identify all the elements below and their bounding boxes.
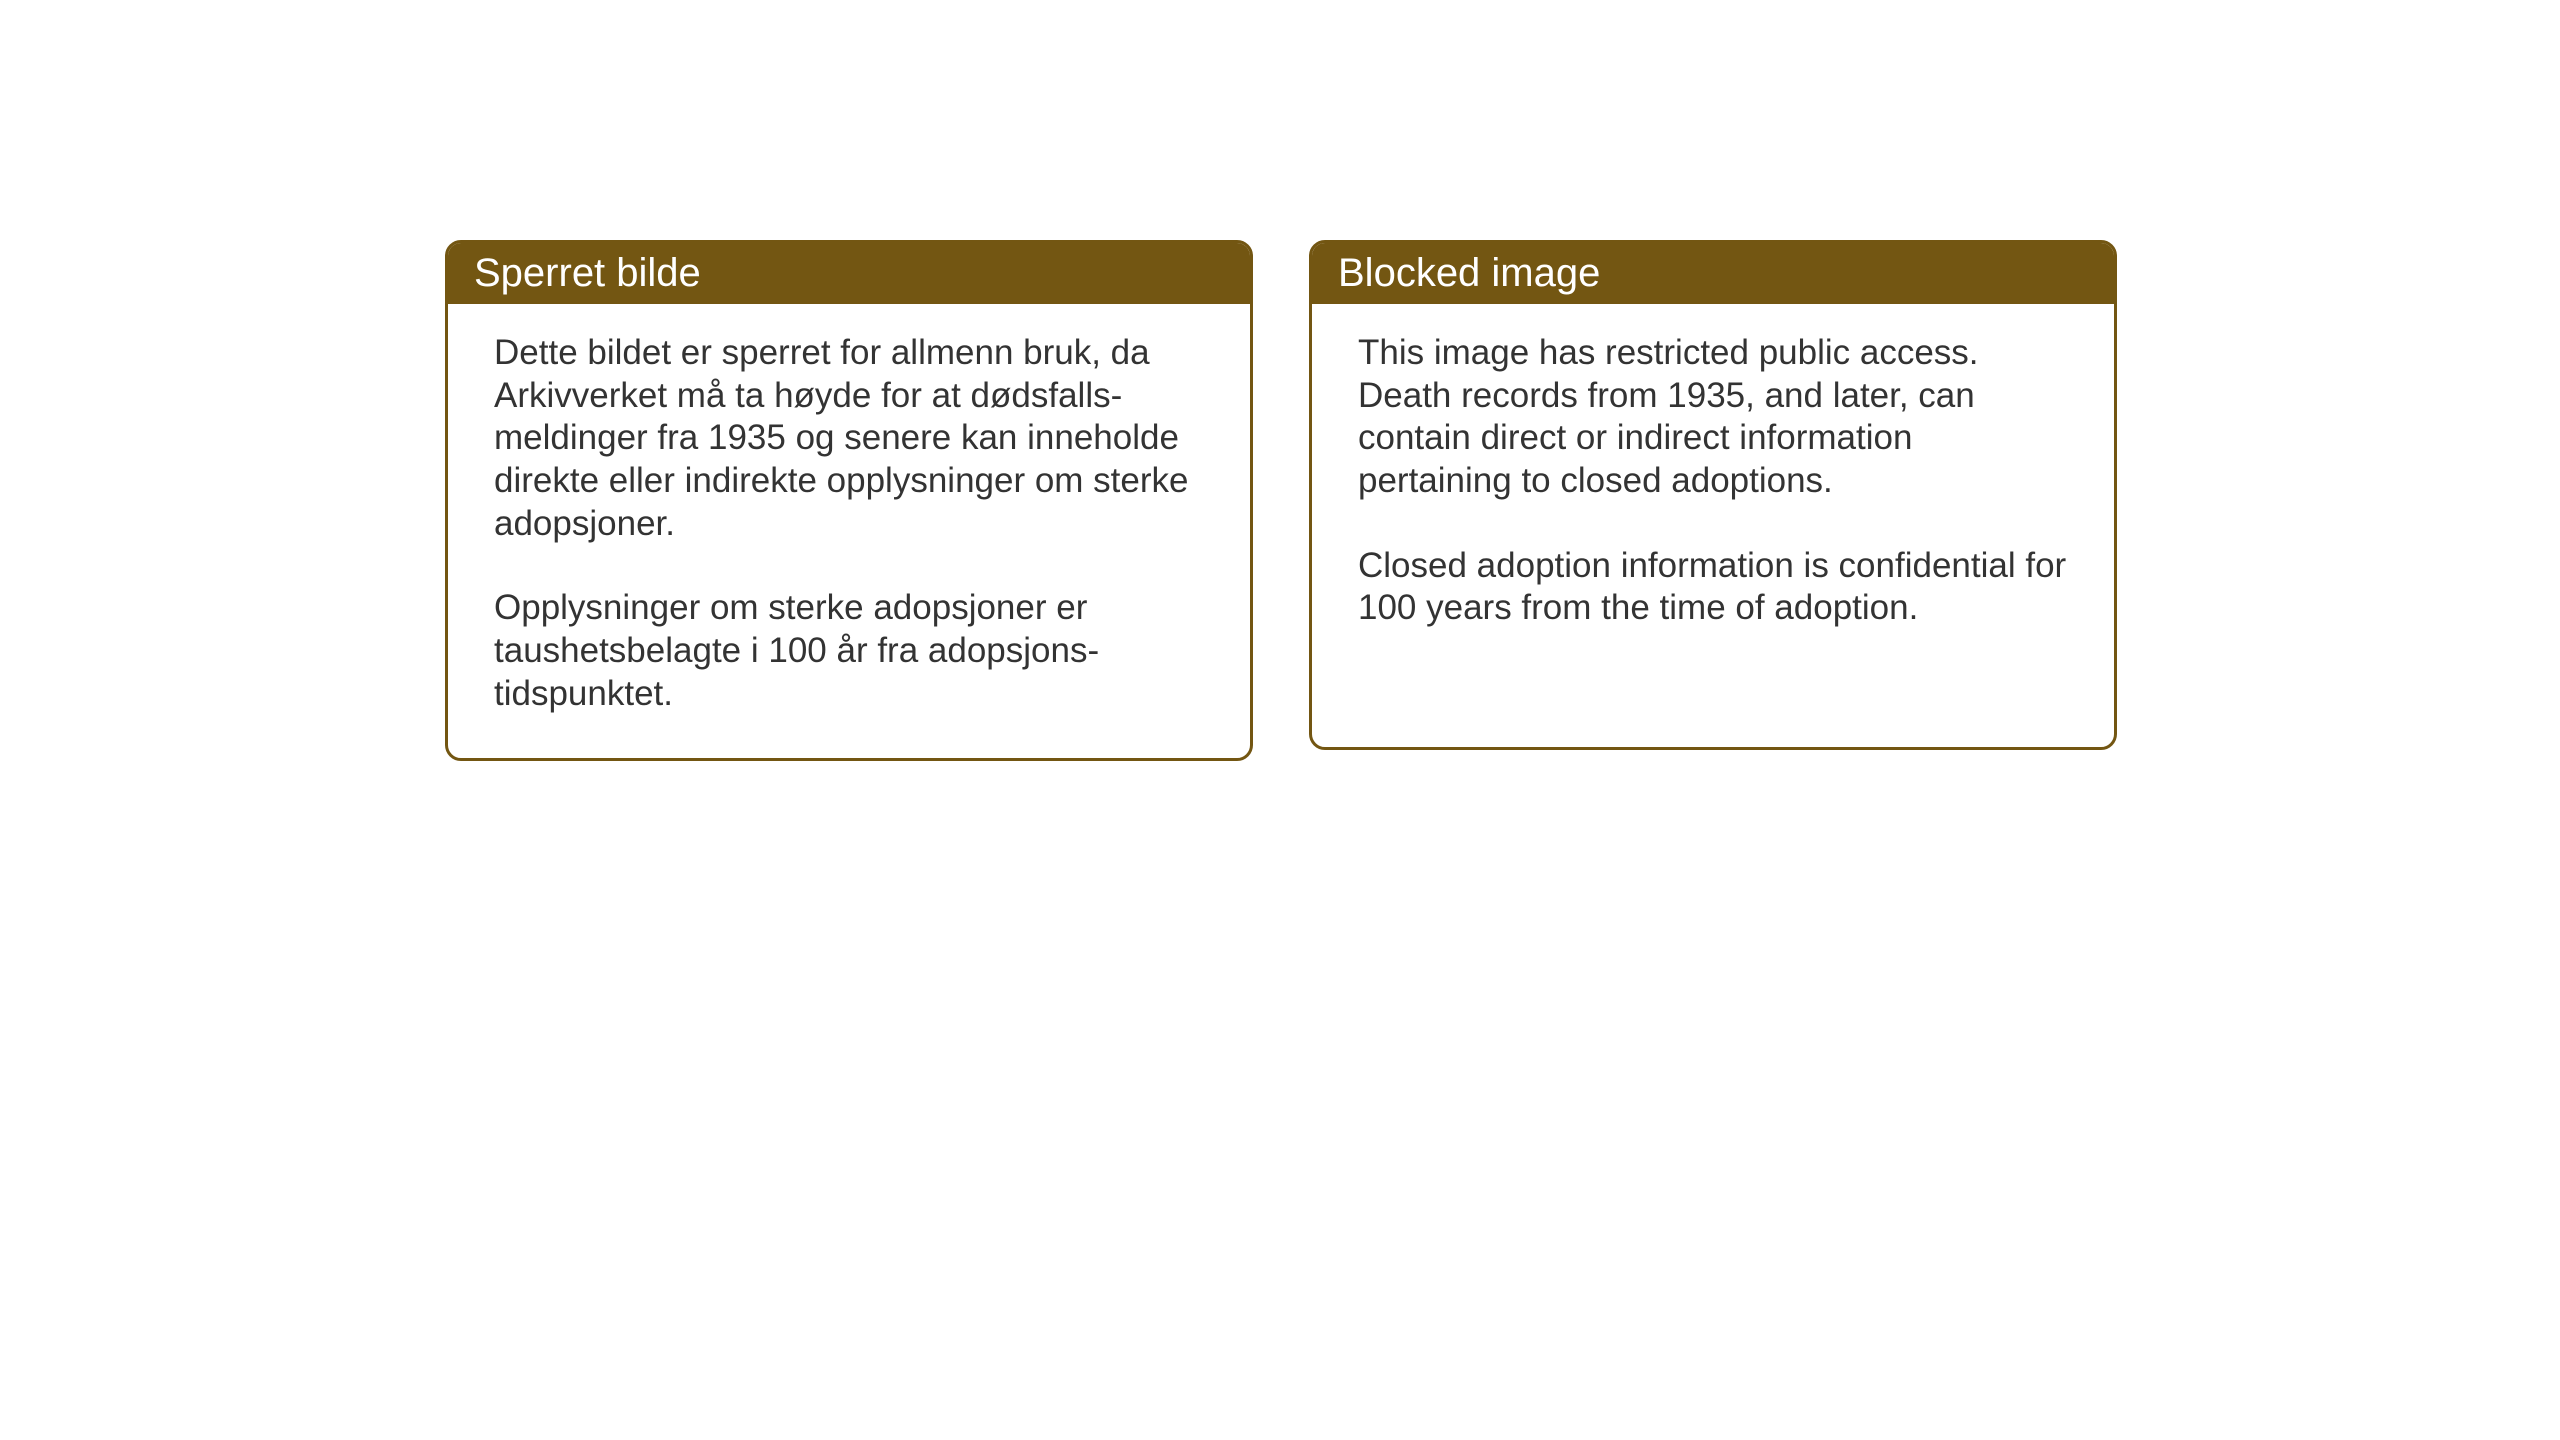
notice-paragraph-1-english: This image has restricted public access.… [1358, 332, 2068, 503]
notice-body-norwegian: Dette bildet er sperret for allmenn bruk… [448, 304, 1250, 758]
notice-title-norwegian: Sperret bilde [474, 251, 701, 295]
notice-paragraph-2-english: Closed adoption information is confident… [1358, 545, 2068, 630]
notice-paragraph-1-norwegian: Dette bildet er sperret for allmenn bruk… [494, 332, 1204, 545]
notice-header-norwegian: Sperret bilde [448, 243, 1250, 304]
notice-card-english: Blocked image This image has restricted … [1309, 240, 2117, 750]
notice-header-english: Blocked image [1312, 243, 2114, 304]
notice-paragraph-2-norwegian: Opplysninger om sterke adopsjoner er tau… [494, 587, 1204, 715]
notice-title-english: Blocked image [1338, 251, 1600, 295]
notice-body-english: This image has restricted public access.… [1312, 304, 2114, 672]
notice-container: Sperret bilde Dette bildet er sperret fo… [445, 240, 2117, 761]
notice-card-norwegian: Sperret bilde Dette bildet er sperret fo… [445, 240, 1253, 761]
